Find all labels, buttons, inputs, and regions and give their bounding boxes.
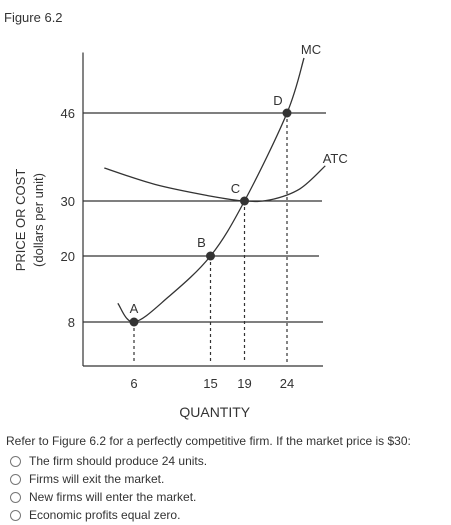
x-tick-label: 24: [280, 376, 294, 391]
point-label-b: B: [197, 235, 206, 250]
answer-options: The firm should produce 24 units. Firms …: [10, 452, 207, 524]
y-axis-label: PRICE OR COST: [13, 169, 28, 272]
question-text: Refer to Figure 6.2 for a perfectly comp…: [6, 434, 411, 448]
option-label: New firms will enter the market.: [29, 490, 197, 504]
point-label-c: C: [231, 181, 240, 196]
mc-curve-label: MC: [301, 42, 321, 57]
option-label: Economic profits equal zero.: [29, 508, 181, 522]
y-tick-label: 20: [61, 249, 75, 264]
radio-button[interactable]: [10, 491, 21, 503]
y-tick-label: 46: [61, 106, 75, 121]
atc-curve-label: ATC: [323, 151, 348, 166]
option-label: Firms will exit the market.: [29, 472, 165, 486]
radio-button[interactable]: [10, 455, 21, 467]
point-label-a: A: [130, 301, 139, 316]
x-tick-label: 15: [203, 376, 217, 391]
x-axis-label: QUANTITY: [179, 404, 250, 420]
y-axis-sublabel: (dollars per unit): [31, 173, 46, 267]
answer-option[interactable]: The firm should produce 24 units.: [10, 452, 207, 470]
atc-curve: [104, 165, 326, 203]
figure-title: Figure 6.2: [4, 10, 63, 25]
x-tick-label: 6: [130, 376, 137, 391]
y-tick-label: 8: [68, 315, 75, 330]
point-label-d: D: [273, 93, 282, 108]
radio-button[interactable]: [10, 473, 21, 485]
point-c: [240, 196, 249, 206]
radio-button[interactable]: [10, 509, 21, 521]
point-d: [282, 108, 292, 118]
answer-option[interactable]: Economic profits equal zero.: [10, 506, 207, 524]
chart: 8 20 30 46 6 15 19 24 QUANTITY PRICE OR COST (doll…: [13, 42, 348, 420]
x-tick-label: 19: [237, 376, 251, 391]
point-b: [206, 251, 215, 261]
y-tick-label: 30: [61, 194, 75, 209]
option-label: The firm should produce 24 units.: [29, 454, 208, 468]
answer-option[interactable]: New firms will enter the market.: [10, 488, 207, 506]
point-a: [129, 317, 139, 327]
answer-option[interactable]: Firms will exit the market.: [10, 470, 207, 488]
